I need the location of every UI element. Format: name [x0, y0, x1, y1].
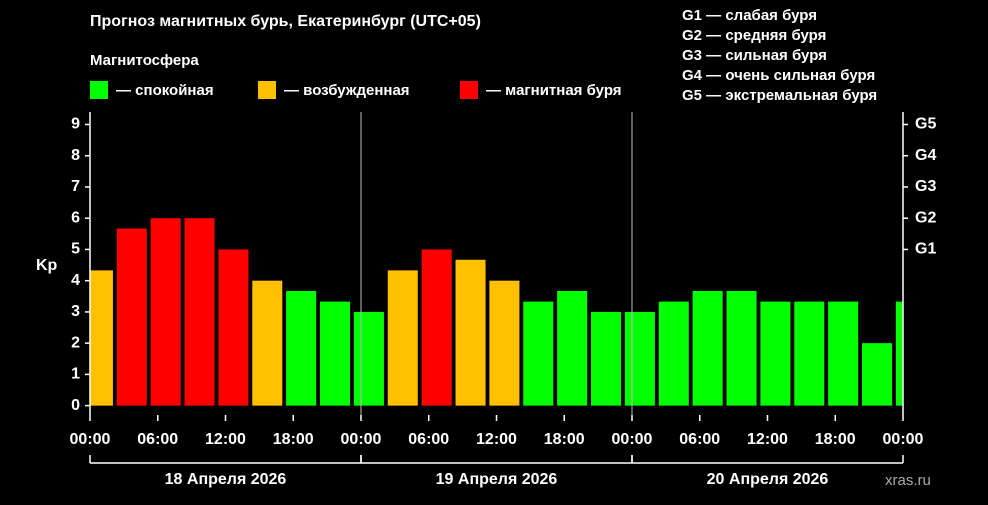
y-axis-label: Kp — [36, 257, 58, 274]
legend-swatch — [460, 81, 478, 99]
legend-swatch — [258, 81, 276, 99]
bars — [90, 218, 903, 406]
bar — [523, 301, 554, 406]
scale-legend-item: G3 — сильная буря — [682, 47, 827, 64]
legend-label: — возбужденная — [284, 82, 410, 99]
bar — [421, 249, 452, 406]
bar — [116, 228, 147, 406]
x-tick-label: 00:00 — [883, 431, 924, 448]
bar — [286, 290, 317, 406]
y2-tick-label: G5 — [915, 116, 936, 133]
y2-tick-label: G2 — [915, 209, 936, 226]
y-tick-label: 9 — [71, 116, 80, 133]
day-label: 19 Апреля 2026 — [436, 471, 558, 488]
y-tick-label: 3 — [71, 303, 80, 320]
chart-title: Прогноз магнитных бурь, Екатеринбург (UT… — [90, 13, 481, 30]
x-tick-label: 18:00 — [544, 431, 585, 448]
scale-legend-item: G4 — очень сильная буря — [682, 67, 875, 84]
bar — [828, 301, 859, 406]
y2-tick-label: G1 — [915, 241, 936, 258]
x-tick-label: 12:00 — [476, 431, 517, 448]
bar — [658, 301, 689, 406]
legend-label: — магнитная буря — [486, 82, 622, 99]
x-tick-label: 00:00 — [341, 431, 382, 448]
bar — [90, 270, 113, 406]
y-tick-label: 7 — [71, 178, 80, 195]
bar — [320, 301, 351, 406]
y-tick-label: 1 — [71, 366, 80, 383]
y-tick-label: 6 — [71, 209, 80, 226]
x-tick-label: 18:00 — [273, 431, 314, 448]
bar — [591, 311, 622, 406]
watermark: xras.ru — [885, 472, 931, 489]
x-tick-label: 00:00 — [612, 431, 653, 448]
legend-title: Магнитосфера — [90, 52, 199, 69]
bar — [252, 280, 283, 406]
x-tick-label: 06:00 — [408, 431, 449, 448]
bar — [455, 259, 486, 406]
bar — [624, 311, 655, 406]
x-tick-label: 00:00 — [70, 431, 111, 448]
scale-legend-item: G5 — экстремальная буря — [682, 87, 877, 104]
legend-swatch — [90, 81, 108, 99]
y-tick-label: 2 — [71, 334, 80, 351]
bar — [726, 290, 757, 406]
x-tick-label: 12:00 — [205, 431, 246, 448]
y-tick-label: 5 — [71, 241, 80, 258]
bar — [150, 218, 181, 406]
bar — [218, 249, 249, 406]
bar — [862, 343, 893, 406]
bar — [760, 301, 791, 406]
y2-tick-label: G3 — [915, 178, 936, 195]
legend-label: — спокойная — [116, 82, 214, 99]
scale-legend-item: G1 — слабая буря — [682, 7, 817, 24]
y-tick-label: 0 — [71, 397, 80, 414]
x-tick-label: 18:00 — [815, 431, 856, 448]
bar — [794, 301, 825, 406]
day-label: 18 Апреля 2026 — [165, 471, 287, 488]
y2-tick-label: G4 — [915, 147, 936, 164]
bar — [387, 270, 418, 406]
scale-legend-item: G2 — средняя буря — [682, 27, 826, 44]
bar — [557, 290, 588, 406]
y-tick-label: 4 — [71, 272, 80, 289]
bar — [184, 218, 215, 406]
day-label: 20 Апреля 2026 — [707, 471, 829, 488]
x-tick-label: 12:00 — [747, 431, 788, 448]
x-tick-label: 06:00 — [679, 431, 720, 448]
y-tick-label: 8 — [71, 147, 80, 164]
bar — [489, 280, 520, 406]
bar — [353, 311, 384, 406]
bar — [692, 290, 723, 406]
x-tick-label: 06:00 — [137, 431, 178, 448]
bar — [895, 301, 903, 406]
